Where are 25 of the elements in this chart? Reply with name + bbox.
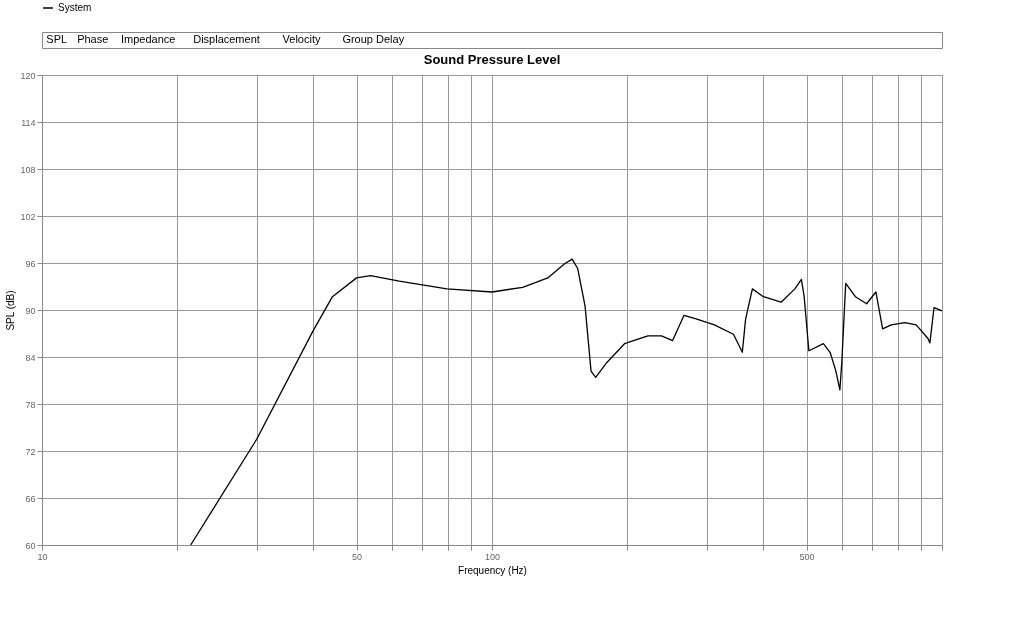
y-tick-label: 102: [20, 211, 36, 222]
text: Group Delay: [342, 33, 405, 45]
y-tick-label: 120: [20, 70, 36, 81]
y-tick-label: 78: [25, 399, 36, 410]
y-tick-label: 96: [25, 258, 36, 269]
y-tick-label: 84: [25, 352, 36, 363]
chart-title: Sound Pressure Level: [423, 52, 561, 67]
y-tick-label: 90: [25, 305, 36, 316]
y-tick-label: 114: [21, 117, 36, 128]
text: Displacement: [193, 33, 260, 45]
y-tick-label: 66: [25, 493, 36, 504]
y-axis-title: SPL (dB): [5, 290, 17, 331]
legend-label: System: [58, 2, 92, 13]
text: Phase: [77, 33, 109, 45]
y-tick-label: 108: [20, 164, 36, 175]
y-tick-label: 72: [25, 446, 36, 457]
x-tick-label: 100: [484, 551, 501, 562]
x-tick-label: 10: [37, 551, 48, 562]
text: Velocity: [282, 33, 321, 45]
x-tick-label: 50: [352, 551, 363, 562]
text: SPL: [46, 33, 68, 45]
y-tick-label: 60: [25, 540, 36, 551]
x-axis-title: Frequency (Hz): [458, 564, 527, 576]
x-tick-label: 500: [799, 551, 815, 562]
text: Impedance: [121, 33, 176, 45]
